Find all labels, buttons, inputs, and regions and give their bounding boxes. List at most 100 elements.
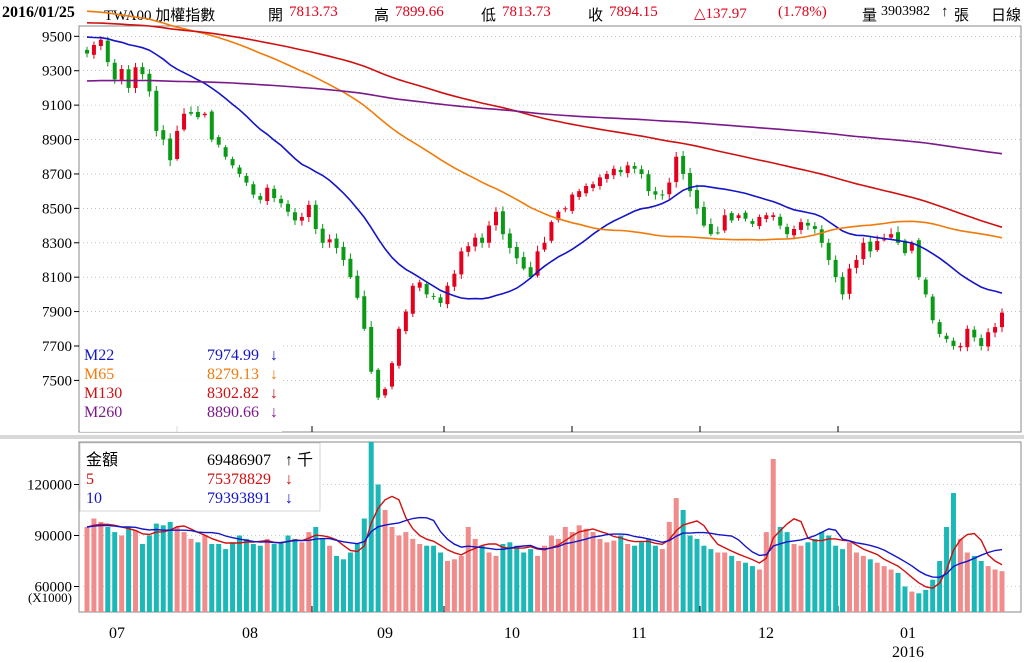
month-label: 11 <box>631 625 646 642</box>
candle-body <box>660 194 665 196</box>
candle-body <box>847 268 852 294</box>
candle-body <box>265 187 270 202</box>
volume-bar <box>410 538 416 612</box>
candle-body <box>237 167 242 174</box>
volume-bar <box>950 493 956 612</box>
candle-body <box>334 238 339 248</box>
volume-bar <box>639 542 645 612</box>
volume-bar <box>320 538 326 612</box>
legend-m130-arrow: ↓ <box>270 385 278 402</box>
candle-body <box>951 340 956 346</box>
low-label: 低 <box>481 8 497 24</box>
volume-legend-value: 79393891 <box>207 490 271 507</box>
volume-bar <box>923 589 929 612</box>
candle-body <box>715 232 720 234</box>
candle-body <box>701 207 706 226</box>
candle-body <box>909 242 914 251</box>
candle-body <box>299 216 304 221</box>
candle-body <box>195 111 200 118</box>
candle-body <box>473 237 478 247</box>
volume-bar <box>576 525 582 612</box>
volume-bar <box>133 530 139 612</box>
volume-bar <box>112 532 118 612</box>
volume-bar <box>354 544 360 612</box>
volume-legend-value: 69486907 <box>207 452 271 469</box>
volume-bar <box>119 535 125 612</box>
period-label: 日線 <box>991 8 1022 24</box>
candle-body <box>348 258 353 278</box>
high-label: 高 <box>374 8 390 24</box>
volume-bar <box>292 538 298 612</box>
volume-bar <box>611 540 617 612</box>
volume-legend-box <box>79 442 321 512</box>
volume-bar <box>743 562 749 612</box>
volume-bar <box>736 561 742 612</box>
candle-body <box>944 335 949 340</box>
candle-body <box>722 215 727 231</box>
legend-m260-name: M260 <box>84 404 122 421</box>
volume-bar <box>590 532 596 612</box>
volume-bar <box>507 542 513 612</box>
candle-body <box>272 188 277 199</box>
legend-m22-value: 7974.99 <box>207 347 259 364</box>
candle-body <box>972 329 977 338</box>
candle-body <box>632 166 637 169</box>
volume-bar <box>694 538 700 612</box>
volume-up-arrow: ↑ <box>941 4 949 20</box>
candle-body <box>812 226 817 229</box>
volume-bar <box>985 566 991 612</box>
volume-bar <box>209 544 215 612</box>
candle-body <box>930 296 935 321</box>
volume-bar <box>867 559 873 612</box>
candle-body <box>674 156 679 183</box>
volume-bar <box>715 552 721 612</box>
volume-bar <box>833 545 839 612</box>
volume-bar <box>105 527 111 612</box>
volume-ma10-line <box>86 516 1003 579</box>
volume-bar <box>243 538 249 612</box>
volume-bar <box>334 555 340 612</box>
close-label: 收 <box>588 8 604 24</box>
volume-bar <box>160 525 166 612</box>
price-tick-label: 9500 <box>42 29 72 45</box>
quote-symbol: TWA00 加權指數 <box>104 8 216 24</box>
candle-body <box>390 363 394 387</box>
candle-body <box>868 241 873 252</box>
candle-body <box>424 284 429 295</box>
volume-bar <box>424 545 430 612</box>
volume-bar <box>548 535 554 612</box>
volume-bar <box>347 552 353 612</box>
month-label: 09 <box>377 625 393 642</box>
volume-bar <box>285 535 291 612</box>
volume-bar <box>195 542 201 612</box>
candle-body <box>570 194 575 211</box>
candle-body <box>292 212 297 221</box>
candle-body <box>223 147 228 157</box>
volume-bar <box>826 535 832 612</box>
year-label: 2016 <box>892 644 924 661</box>
candle-body <box>854 259 859 268</box>
month-label: 12 <box>758 625 774 642</box>
candle-body <box>417 282 422 288</box>
candle-body <box>500 211 505 235</box>
candle-body <box>681 156 686 174</box>
volume-bar <box>874 562 880 612</box>
volume-bar <box>708 549 714 612</box>
legend-m260-arrow: ↓ <box>270 404 278 421</box>
candle-body <box>916 240 921 278</box>
volume-bar <box>500 544 506 612</box>
candle-body <box>667 182 672 195</box>
volume-bar <box>479 545 485 612</box>
candle-body <box>507 233 512 248</box>
volume-bar <box>937 561 943 612</box>
candle-body <box>383 388 388 396</box>
legend-m22-name: M22 <box>84 347 114 364</box>
candle-body <box>833 259 838 278</box>
volume-bar <box>327 545 333 612</box>
volume-unit-label: (X1000) <box>28 590 72 605</box>
candle-body <box>861 242 866 260</box>
volume-bar <box>798 545 804 612</box>
volume-bar <box>895 572 901 612</box>
volume-bar <box>444 561 450 612</box>
